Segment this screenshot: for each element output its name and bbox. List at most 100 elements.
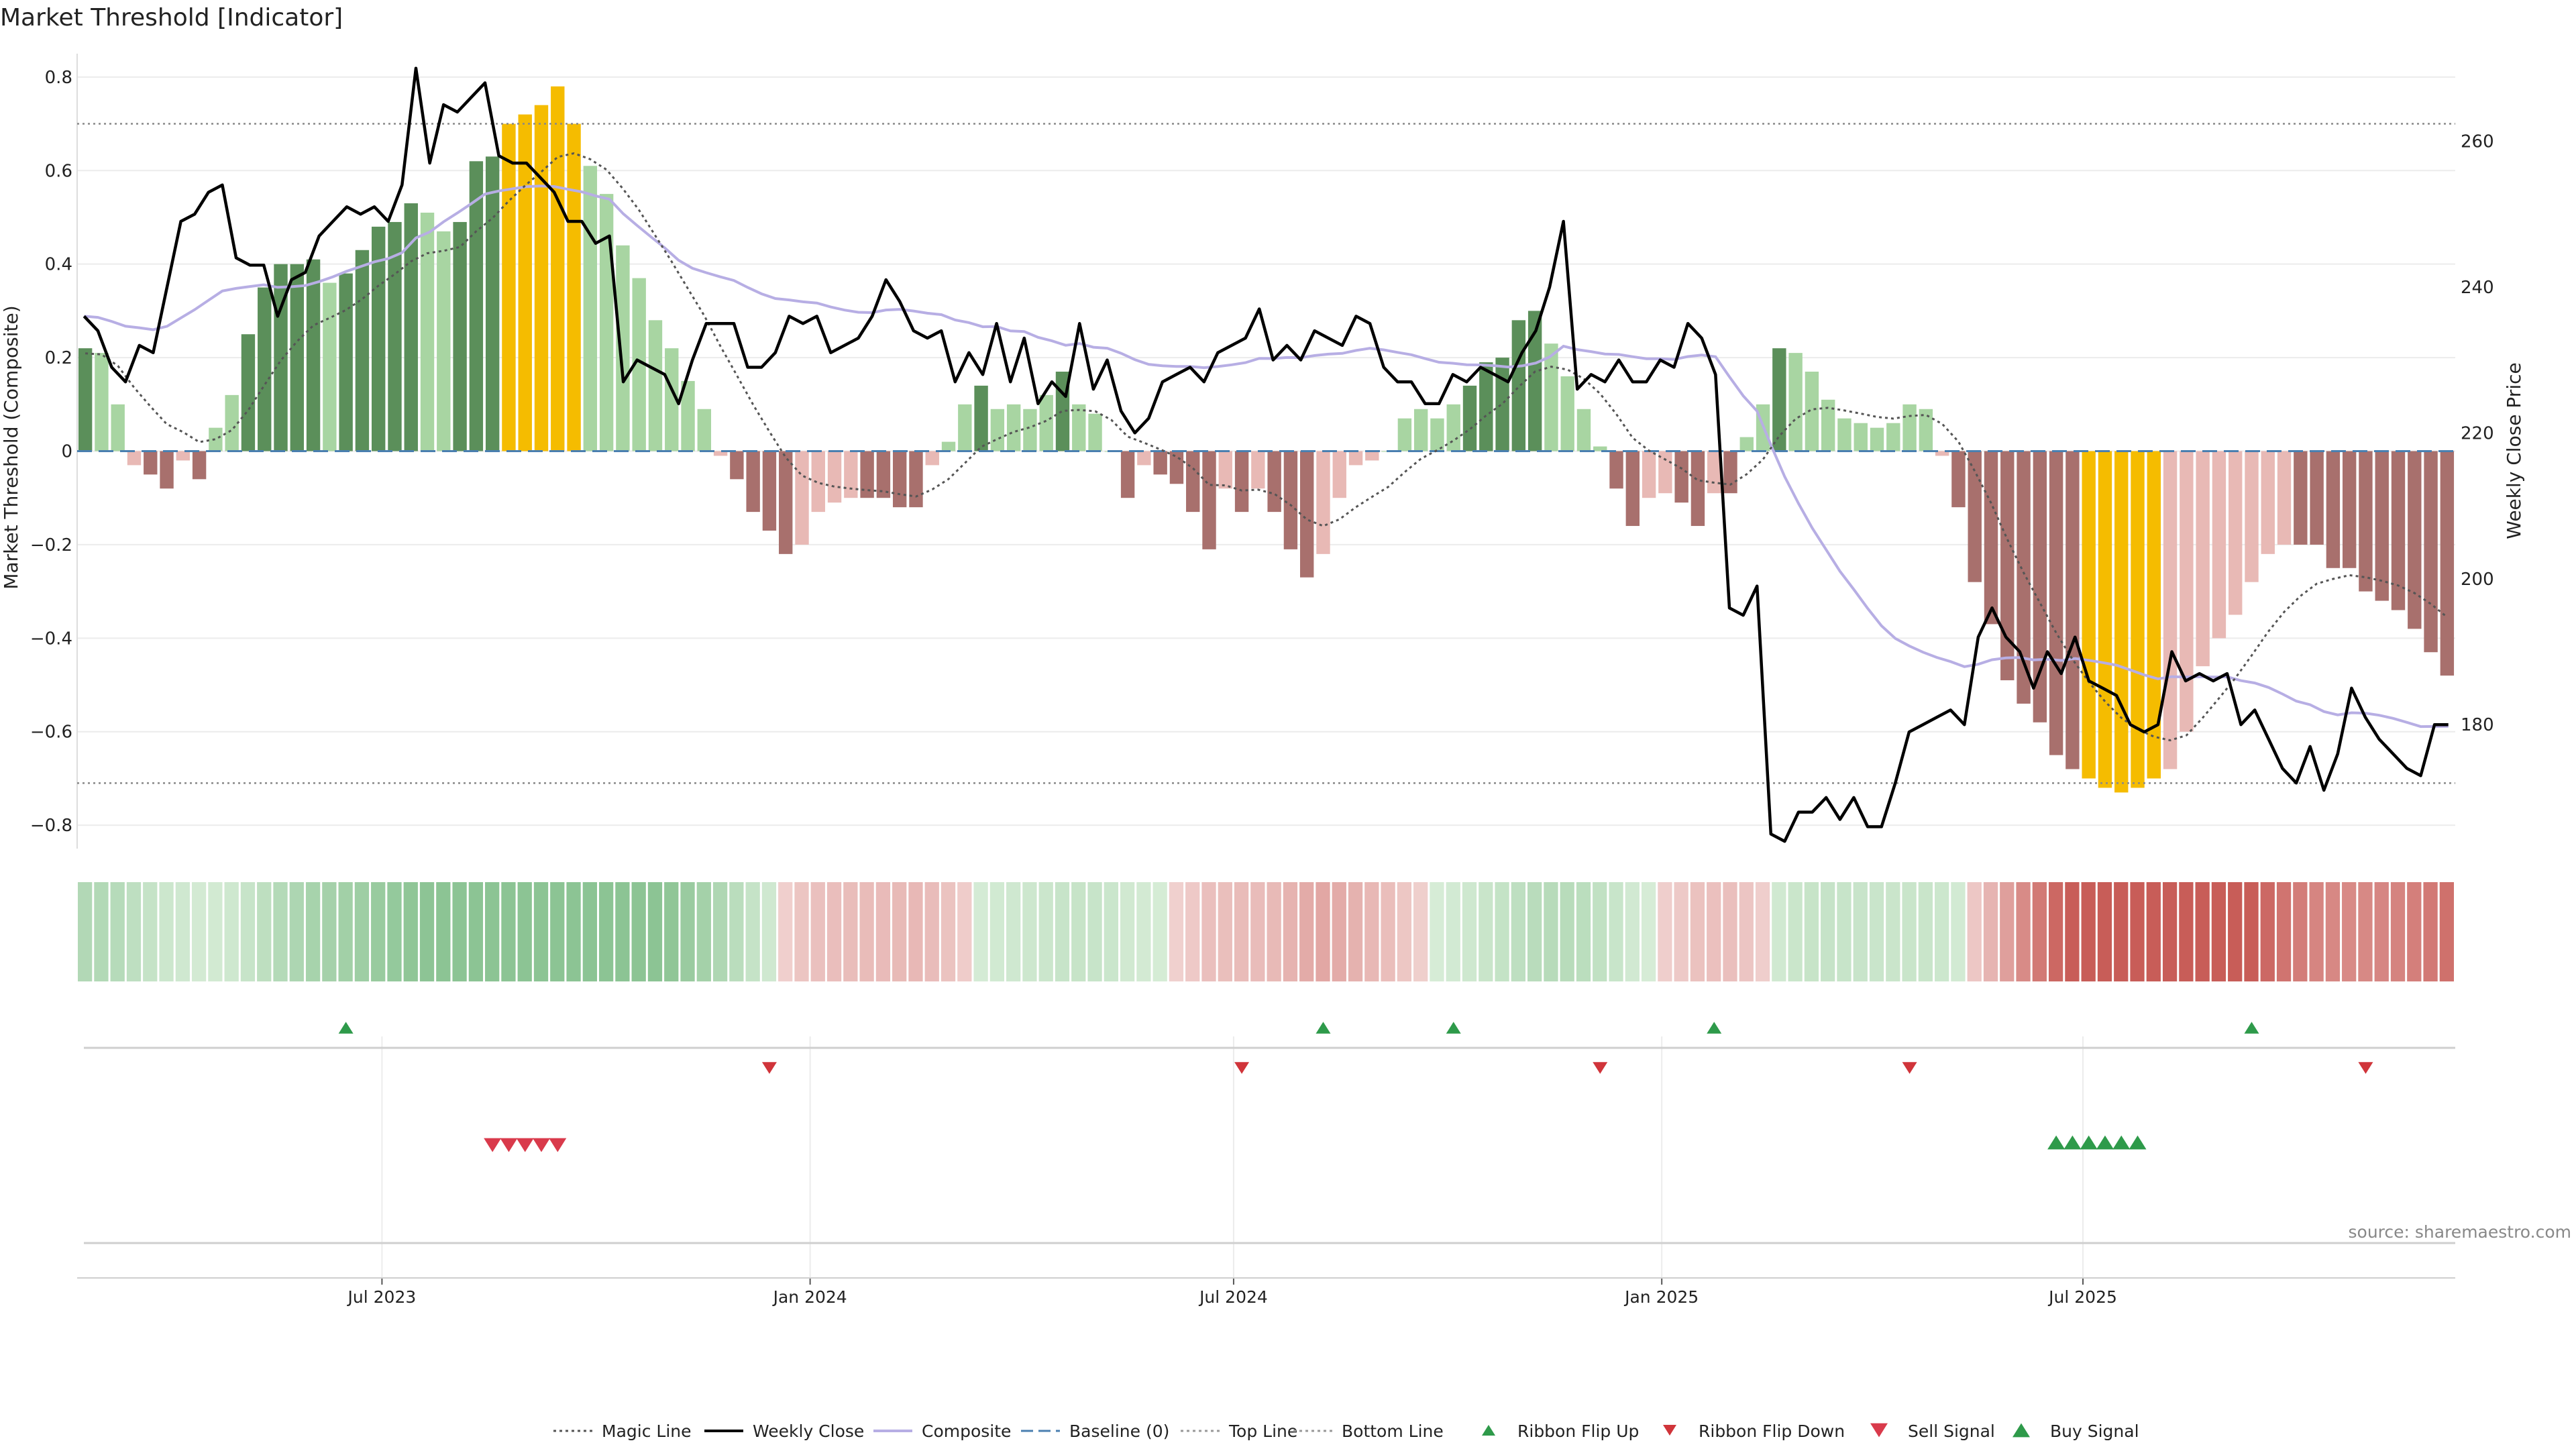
composite-bar <box>2326 451 2341 568</box>
ribbon-flip-up-marker <box>1707 1022 1722 1034</box>
composite-bar <box>2245 451 2259 582</box>
ribbon-cell <box>1739 882 1754 981</box>
ribbon-cell <box>550 882 565 981</box>
x-tick-label: Jul 2025 <box>2047 1287 2117 1307</box>
composite-bar <box>2359 451 2373 592</box>
ribbon-cell <box>371 882 386 981</box>
composite-bar <box>1006 404 1021 451</box>
ribbon-strip <box>78 882 2454 981</box>
ribbon-cell <box>452 882 467 981</box>
ribbon-cell <box>1299 882 1314 981</box>
legend-swatch <box>1663 1425 1676 1436</box>
sell-signal-marker <box>533 1138 551 1152</box>
y-tick-label: −0.6 <box>30 722 72 743</box>
composite-bar <box>1788 353 1803 451</box>
composite-bar <box>469 161 484 451</box>
composite-bar <box>1218 451 1232 489</box>
y-tick-label: 0.6 <box>45 161 72 181</box>
y2-axis-label: Weekly Close Price <box>2503 362 2525 539</box>
ribbon-cell <box>973 882 988 981</box>
ribbon-cell <box>1511 882 1525 981</box>
composite-bar <box>1202 451 1216 549</box>
legend-label: Bottom Line <box>1342 1421 1444 1441</box>
ribbon-cell <box>468 882 484 981</box>
ribbon-cell <box>159 882 174 981</box>
composite-bar <box>1935 451 1949 456</box>
composite-bar <box>95 353 109 451</box>
y-tick-label: 0.8 <box>45 68 72 88</box>
composite-bar <box>2440 451 2455 676</box>
ribbon-cell <box>517 882 532 981</box>
composite-bar <box>2261 451 2275 554</box>
ribbon-cell <box>436 882 451 981</box>
composite-bar <box>2310 451 2324 545</box>
ribbon-cell <box>1918 882 1933 981</box>
composite-bar <box>811 451 825 513</box>
composite-bar <box>599 194 614 451</box>
ribbon-cell <box>2228 882 2243 981</box>
composite-bar <box>485 156 500 451</box>
composite-bar <box>1039 394 1053 451</box>
ribbon-cell <box>1120 882 1135 981</box>
ribbon-cell <box>1413 882 1428 981</box>
legend-swatch <box>1870 1423 1888 1438</box>
legend-item: Baseline (0) <box>1021 1421 1169 1441</box>
ribbon-cell <box>1641 882 1656 981</box>
composite-bar <box>78 348 93 451</box>
composite-bar <box>2114 451 2129 793</box>
composite-bar <box>1137 451 1151 466</box>
ribbon-cell <box>729 882 744 981</box>
ribbon-cell <box>1625 882 1640 981</box>
composite-bar <box>1300 451 1314 578</box>
ribbon-cell <box>191 882 207 981</box>
composite-bar <box>2408 451 2422 629</box>
y2-tick-label: 240 <box>2461 278 2494 298</box>
legend-label: Composite <box>922 1421 1011 1441</box>
composite-bar <box>437 231 451 451</box>
composite-bar <box>225 394 239 451</box>
y2-tick-label: 180 <box>2461 715 2494 735</box>
composite-bar <box>990 409 1005 451</box>
legend-label: Top Line <box>1228 1421 1297 1441</box>
composite-bar <box>551 86 565 451</box>
composite-bar <box>1283 451 1298 549</box>
composite-bar <box>925 451 939 466</box>
composite-bar <box>616 245 630 451</box>
y-tick-label: −0.8 <box>30 816 72 836</box>
sell-signal-marker <box>484 1138 502 1152</box>
composite-bar <box>290 264 304 451</box>
composite-bar <box>1870 427 1884 451</box>
composite-bar <box>534 105 549 451</box>
ribbon-cell <box>2423 882 2438 981</box>
ribbon-cell <box>2293 882 2308 981</box>
ribbon-cell <box>957 882 972 981</box>
composite-bar <box>1332 451 1346 498</box>
ribbon-cell <box>1185 882 1200 981</box>
ribbon-cell <box>1283 882 1298 981</box>
ribbon-cell <box>2439 882 2454 981</box>
composite-bar <box>1560 376 1574 451</box>
ribbon-cell <box>2374 882 2389 981</box>
composite-bar <box>2342 451 2357 568</box>
series-lines <box>77 66 2455 843</box>
composite-bar <box>892 451 907 508</box>
x-tick-label: Jul 2023 <box>347 1287 417 1307</box>
ribbon-cell <box>1446 882 1460 981</box>
ribbon-cell <box>78 882 93 981</box>
ribbon-cell <box>1136 882 1151 981</box>
axes: −0.8 −0.6 −0.4 −0.2 0 0.2 0.4 0.6 0.8 180 200 220 24… <box>30 68 2494 1307</box>
signal-markers <box>338 1022 2373 1152</box>
y-tick-label: −0.4 <box>30 629 72 649</box>
ribbon-cell <box>826 882 842 981</box>
ribbon-cell <box>1381 882 1395 981</box>
composite-bar <box>1723 451 1737 494</box>
ribbon-cell <box>2390 882 2406 981</box>
ribbon-cell <box>533 882 549 981</box>
ribbon-cell <box>1935 882 1949 981</box>
ribbon-cell <box>2276 882 2292 981</box>
composite-bar <box>958 404 972 451</box>
composite-bar <box>746 451 760 513</box>
composite-bar <box>844 451 858 498</box>
composite-bar <box>2065 451 2080 769</box>
ribbon-cell <box>1479 882 1493 981</box>
